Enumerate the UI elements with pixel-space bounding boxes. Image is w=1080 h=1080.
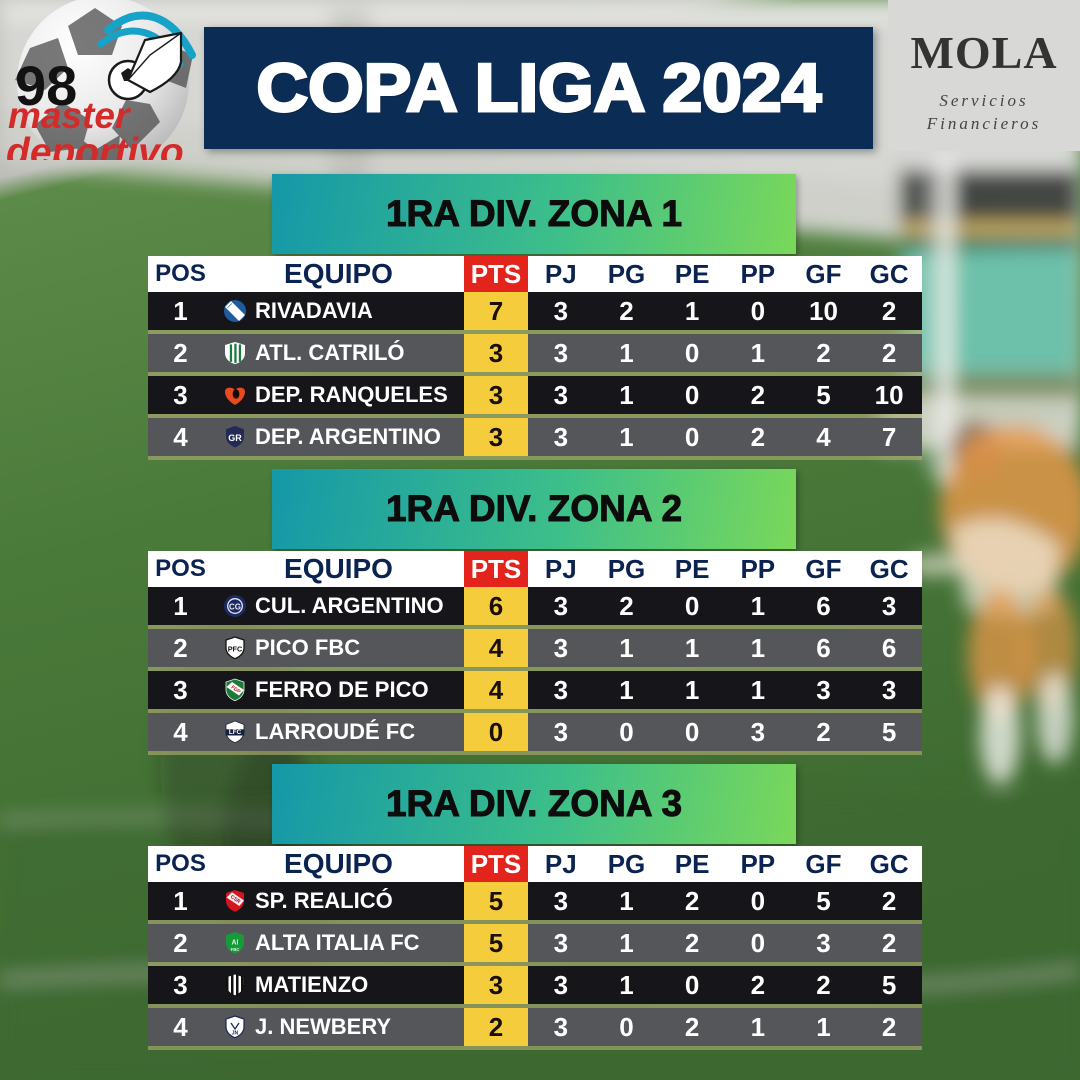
svg-text:master: master xyxy=(8,95,132,136)
svg-text:FBC: FBC xyxy=(231,947,240,952)
svg-text:GR: GR xyxy=(228,433,242,443)
svg-text:JN: JN xyxy=(232,1031,239,1037)
svg-text:LFC: LFC xyxy=(229,729,242,736)
svg-text:deportivo: deportivo xyxy=(6,131,184,160)
svg-text:PFC: PFC xyxy=(228,645,243,654)
svg-text:AI: AI xyxy=(232,940,239,947)
svg-text:CG: CG xyxy=(229,603,241,612)
